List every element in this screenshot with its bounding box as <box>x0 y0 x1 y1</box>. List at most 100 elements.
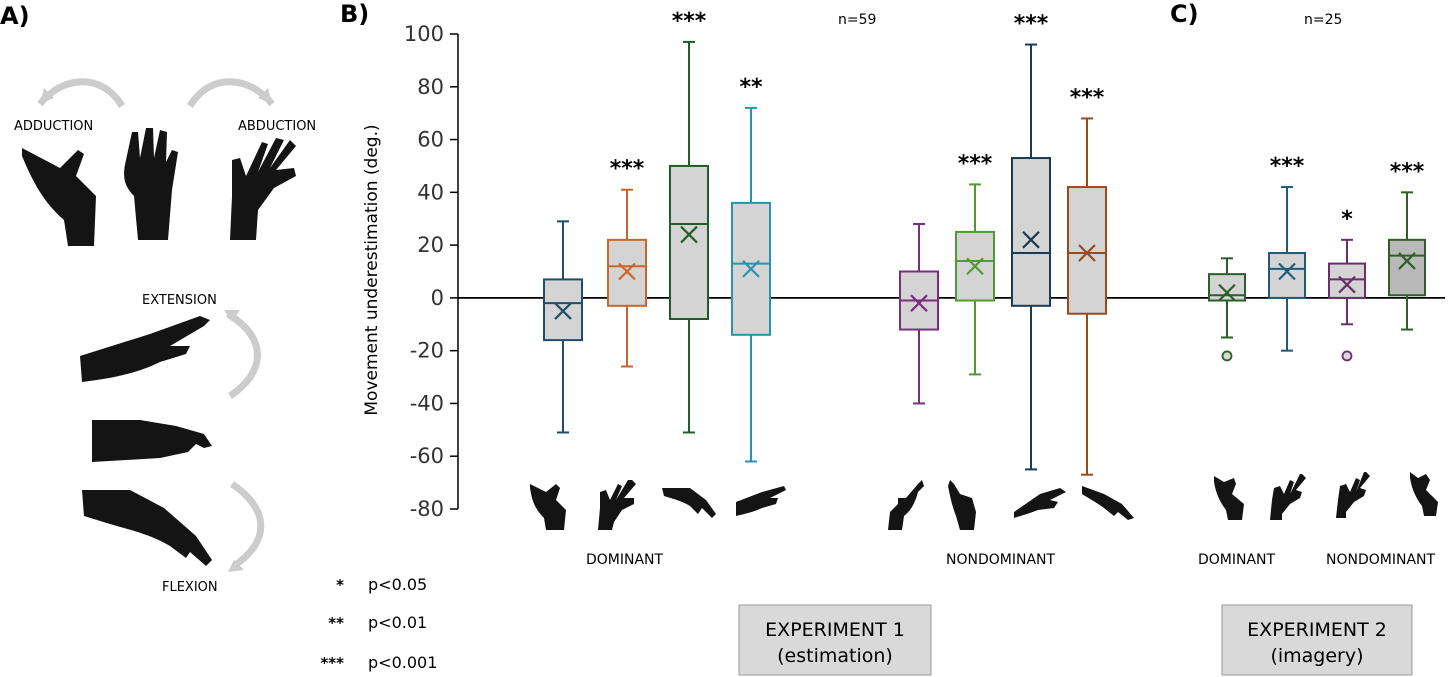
significance-marker: *** <box>672 9 707 34</box>
hand-icon-extension <box>1014 488 1066 518</box>
legend-symbol: ** <box>328 614 344 632</box>
hand-neutral <box>124 128 178 240</box>
hand-flat <box>92 420 212 462</box>
hand-adducted <box>22 148 96 246</box>
experiment-2-title: EXPERIMENT 2 <box>1247 619 1387 641</box>
significance-marker: *** <box>958 151 993 176</box>
significance-marker: * <box>1341 207 1353 232</box>
box-plot <box>955 183 995 376</box>
hand-extended <box>80 316 210 382</box>
box-iqr <box>1208 273 1246 302</box>
experiment-1-box <box>738 604 932 676</box>
n-label-exp2: n=25 <box>1304 12 1342 28</box>
y-tick-label: -80 <box>410 497 444 521</box>
mean-marker <box>742 260 760 278</box>
y-tick-label: 0 <box>431 286 444 310</box>
box-iqr <box>1328 262 1366 299</box>
flexion-label: FLEXION <box>162 580 218 595</box>
significance-marker: *** <box>1014 12 1049 37</box>
hand-icons <box>530 472 1438 530</box>
flexion-arrow <box>230 481 265 569</box>
legend-text: p<0.01 <box>368 613 427 632</box>
hand-icon-abduction <box>1270 474 1306 520</box>
mean-marker <box>1218 283 1236 302</box>
abduction-label: ABDUCTION <box>238 119 316 134</box>
group-label-nondominant-exp2: NONDOMINANT <box>1326 552 1435 568</box>
box-plot <box>1328 238 1366 362</box>
mean-marker <box>618 262 636 281</box>
box-plot <box>1208 257 1246 362</box>
panel-c-label: C) <box>1170 0 1199 28</box>
group-label-nondominant-exp1: NONDOMINANT <box>946 552 1055 568</box>
box-iqr <box>1388 238 1426 297</box>
box-iqr <box>1011 157 1051 307</box>
hand-icon-flexion <box>662 488 716 518</box>
y-tick-label: -40 <box>410 391 444 415</box>
box-plots <box>543 40 1426 476</box>
outlier-point <box>1341 350 1353 362</box>
hand-icon-adduction <box>888 480 924 530</box>
panel-b-label: B) <box>340 0 369 28</box>
box-iqr <box>669 164 709 320</box>
legend-symbol: *** <box>320 654 344 672</box>
experiment-2-subtitle: (imagery) <box>1270 645 1363 667</box>
box-plot <box>1268 186 1306 352</box>
legend-symbol: * <box>336 576 344 594</box>
mean-marker <box>1022 231 1040 249</box>
experiment-1-label: EXPERIMENT 1 (estimation) <box>738 604 932 676</box>
y-tick-label: 20 <box>417 233 444 257</box>
abduction-arrowhead <box>258 88 272 104</box>
flexion-arrowhead <box>228 560 244 572</box>
extension-label: EXTENSION <box>142 293 217 308</box>
significance-marker: *** <box>1070 85 1105 110</box>
y-axis-label: Movement underestimation (deg.) <box>362 124 382 415</box>
hand-icon-abduction <box>598 480 636 530</box>
abduction-arrow <box>187 78 275 108</box>
mean-marker <box>910 294 928 312</box>
hand-icon-adduction <box>1410 472 1438 516</box>
mean-marker <box>1078 244 1096 262</box>
hand-icon-extension <box>736 486 786 516</box>
hand-icon-abduction <box>1336 472 1370 518</box>
box-plot <box>731 106 771 463</box>
significance-legend: * p<0.05 ** p<0.01 *** p<0.001 <box>320 575 437 672</box>
hand-icon-adduction <box>530 484 566 530</box>
extension-arrowhead <box>224 310 240 322</box>
experiment-1-title: EXPERIMENT 1 <box>765 619 905 641</box>
y-axis: 100 80 60 40 20 0 -20 -40 -60 -80 <box>404 22 459 521</box>
y-tick-label: 100 <box>404 22 444 46</box>
hand-abducted <box>230 138 296 240</box>
significance-marker: ** <box>739 75 763 100</box>
n-label-exp1: n=59 <box>838 12 876 28</box>
box-plot <box>669 40 709 434</box>
significance-marker: *** <box>1390 159 1425 184</box>
panel-a-illustration: ADDUCTION ABDUCTION EXTENSION FLEXION <box>14 78 316 595</box>
extension-arrow <box>226 310 261 399</box>
mean-marker <box>1398 252 1416 270</box>
box-plot <box>1388 191 1426 331</box>
group-label-dominant-exp1: DOMINANT <box>586 552 664 568</box>
box-plot <box>1067 117 1107 476</box>
significance-markers: ************************ <box>610 9 1425 232</box>
y-tick-label: 80 <box>417 75 444 99</box>
mean-marker <box>554 302 572 320</box>
adduction-arrow <box>37 78 125 108</box>
hand-icon-flexion <box>1082 486 1134 520</box>
mean-marker <box>1278 262 1296 281</box>
y-tick-label: 40 <box>417 180 444 204</box>
mean-marker <box>680 225 698 244</box>
outlier-point <box>1221 350 1233 362</box>
hand-icon-adduction <box>1214 476 1244 520</box>
experiment-2-box <box>1221 604 1413 676</box>
adduction-label: ADDUCTION <box>14 119 93 134</box>
box-plot <box>1011 43 1051 471</box>
box-plot <box>543 220 583 434</box>
box-iqr <box>1067 186 1107 315</box>
significance-marker: *** <box>1270 154 1305 179</box>
experiment-1-subtitle: (estimation) <box>777 645 893 667</box>
y-tick-label: -20 <box>410 339 444 363</box>
legend-text: p<0.001 <box>368 653 437 672</box>
adduction-arrowhead <box>40 88 54 104</box>
y-tick-label: 60 <box>417 128 444 152</box>
